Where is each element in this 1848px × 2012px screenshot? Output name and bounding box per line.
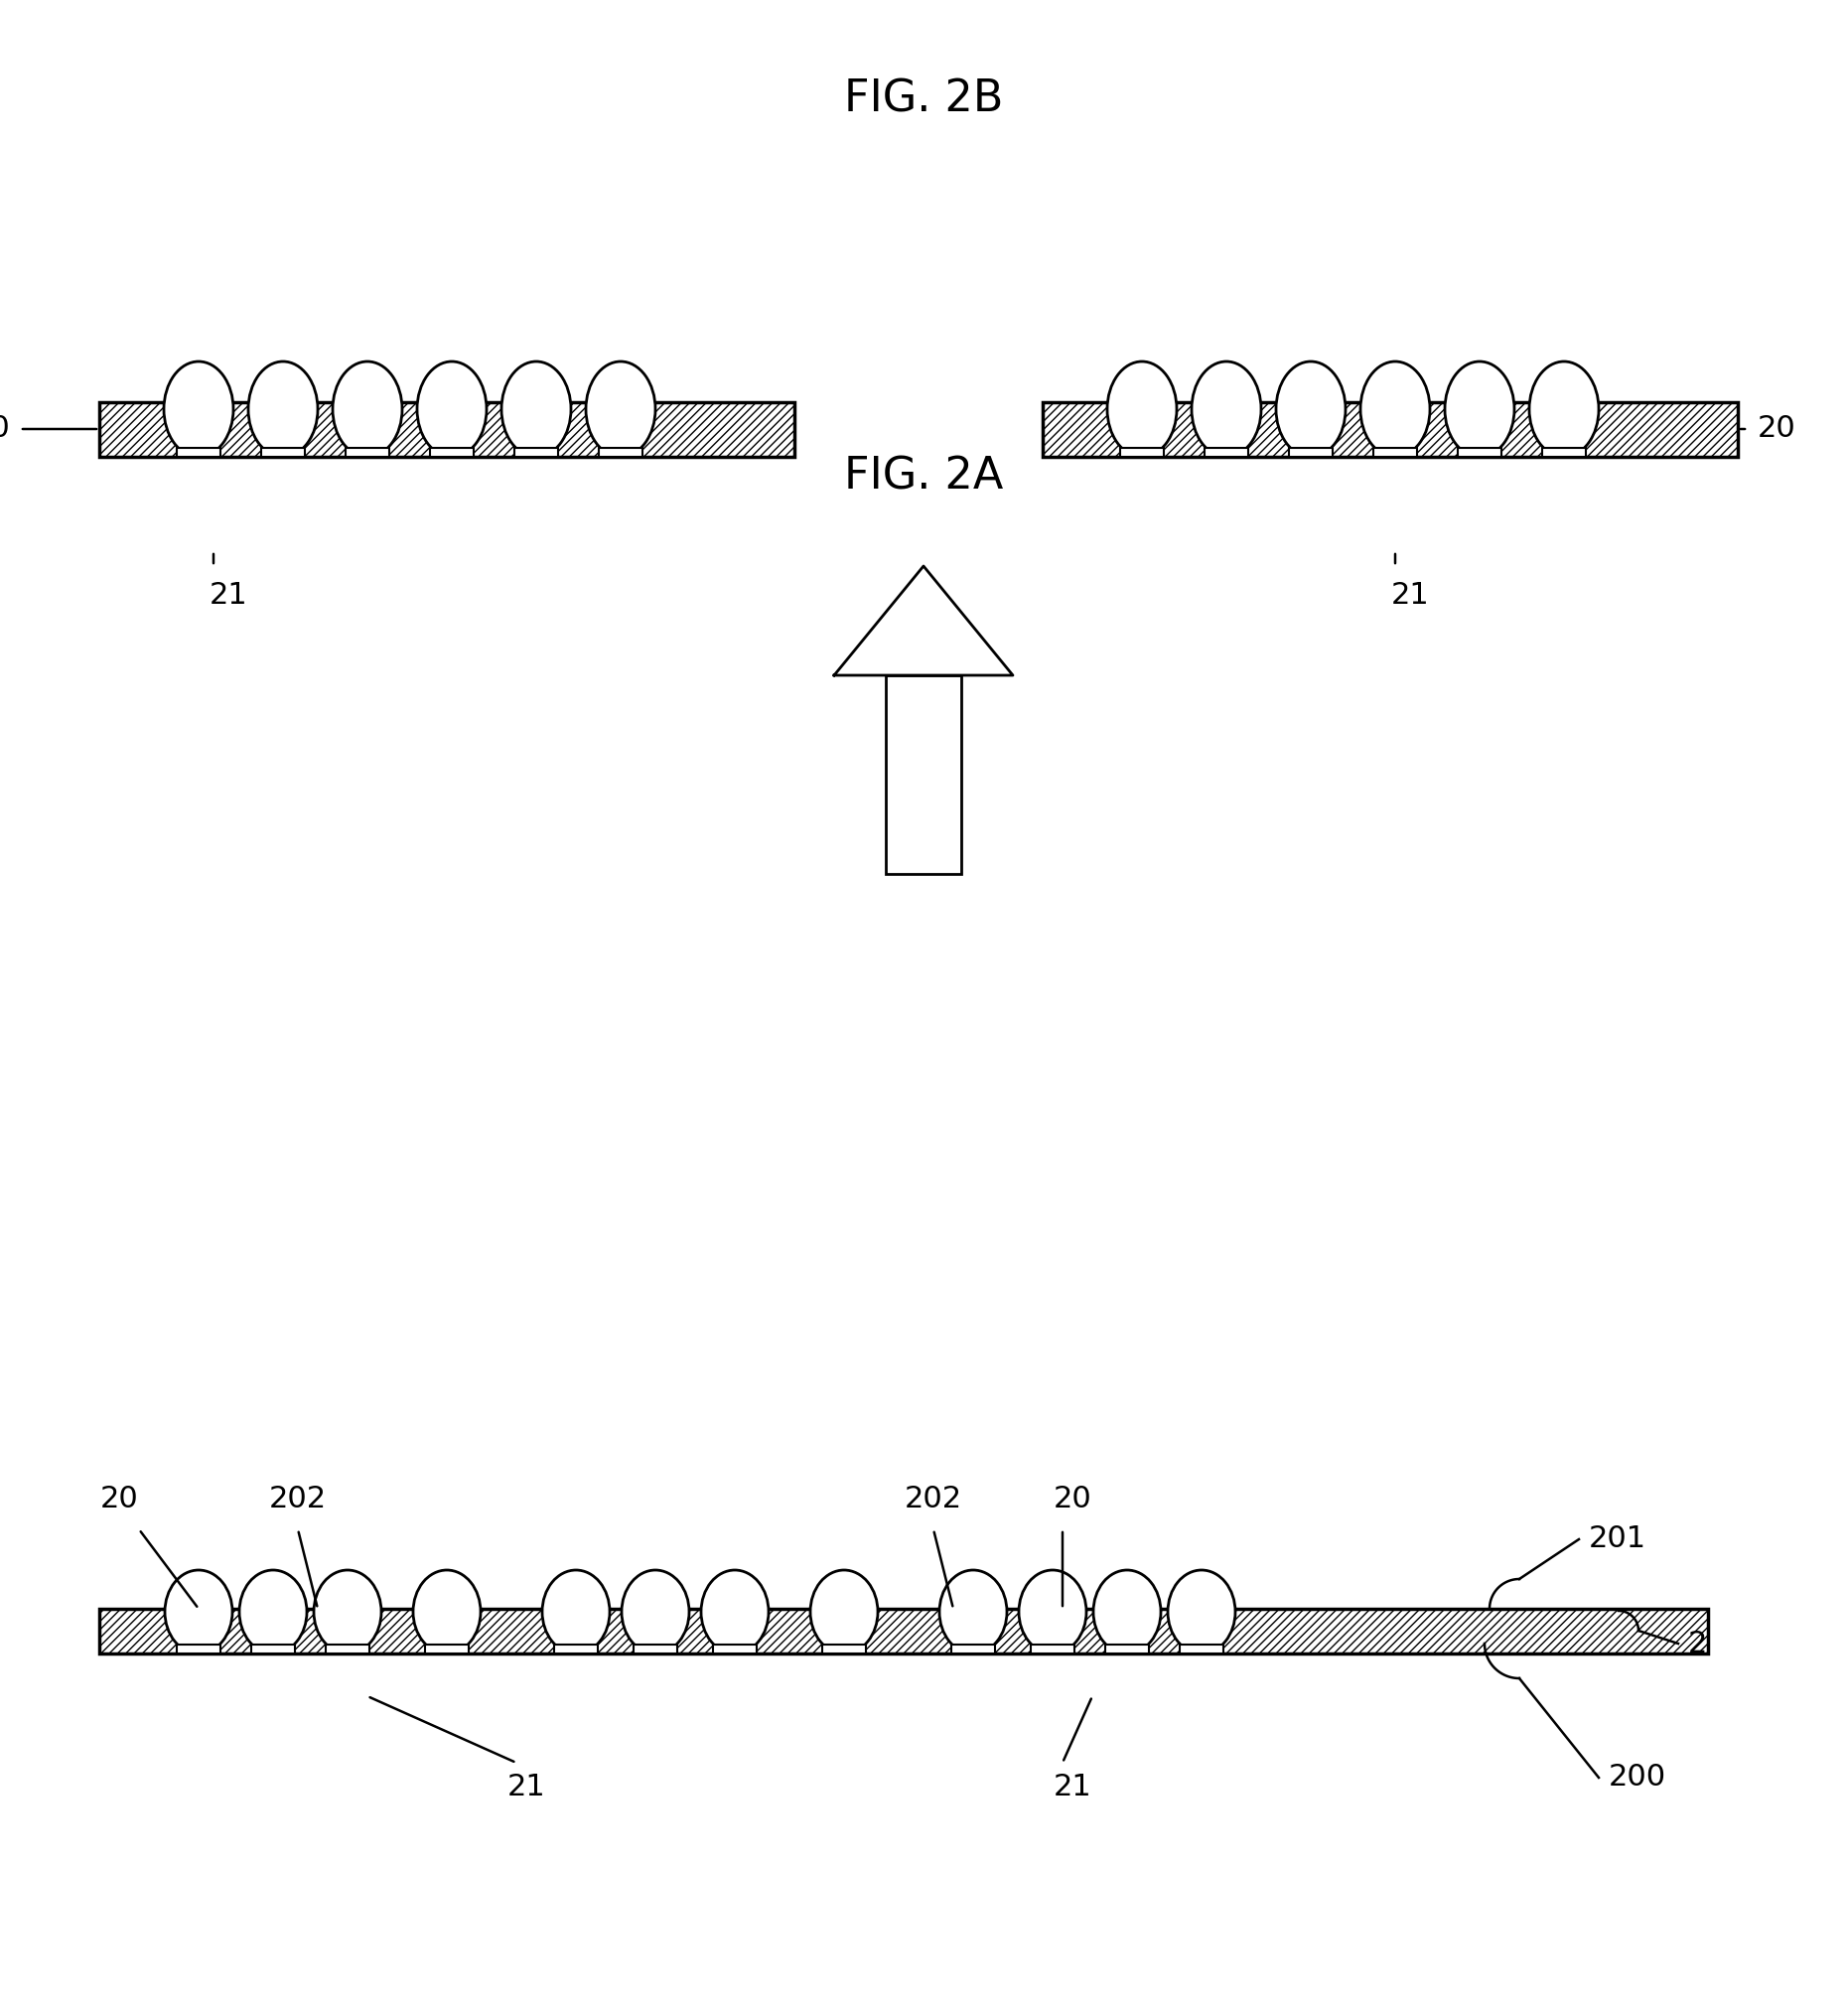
Ellipse shape <box>700 1569 769 1654</box>
Ellipse shape <box>1275 362 1345 457</box>
Ellipse shape <box>1360 362 1430 457</box>
Bar <box>1031 1644 1074 1654</box>
Ellipse shape <box>164 1569 233 1654</box>
Text: 21: 21 <box>209 581 248 610</box>
Ellipse shape <box>1107 362 1177 457</box>
Bar <box>1205 449 1247 457</box>
Ellipse shape <box>501 362 571 457</box>
Ellipse shape <box>248 362 318 457</box>
Text: 21: 21 <box>506 1773 545 1803</box>
Text: 2: 2 <box>1687 1630 1708 1658</box>
Bar <box>634 1644 676 1654</box>
Text: 202: 202 <box>270 1485 327 1513</box>
Bar <box>1042 402 1737 457</box>
Text: 21: 21 <box>1053 1773 1092 1803</box>
Ellipse shape <box>418 362 486 457</box>
Bar <box>1288 449 1332 457</box>
Text: 21: 21 <box>1392 581 1429 610</box>
Bar <box>1541 449 1586 457</box>
Bar <box>431 449 473 457</box>
Bar <box>177 449 220 457</box>
Ellipse shape <box>240 1569 307 1654</box>
Text: 200: 200 <box>1608 1763 1667 1793</box>
Ellipse shape <box>164 362 233 457</box>
Ellipse shape <box>939 1569 1007 1654</box>
Text: 20: 20 <box>1053 1485 1092 1513</box>
Bar <box>325 1644 370 1654</box>
Ellipse shape <box>1168 1569 1234 1654</box>
Bar <box>100 402 795 457</box>
Ellipse shape <box>314 1569 381 1654</box>
Ellipse shape <box>1192 362 1260 457</box>
Text: FIG. 2B: FIG. 2B <box>845 78 1003 121</box>
Bar <box>952 1644 994 1654</box>
Ellipse shape <box>1094 1569 1161 1654</box>
Ellipse shape <box>541 1569 610 1654</box>
Text: 20: 20 <box>100 1485 139 1513</box>
Bar <box>599 449 643 457</box>
Bar <box>514 449 558 457</box>
Ellipse shape <box>621 1569 689 1654</box>
Bar <box>100 1610 1708 1654</box>
Bar <box>100 402 795 457</box>
Bar <box>554 1644 597 1654</box>
Text: 20: 20 <box>1757 414 1796 443</box>
Text: 20: 20 <box>0 414 9 443</box>
Text: 201: 201 <box>1589 1525 1647 1553</box>
Bar <box>822 1644 867 1654</box>
Bar <box>1179 1644 1223 1654</box>
Bar <box>713 1644 756 1654</box>
Bar <box>100 1610 1708 1654</box>
Bar <box>1120 449 1164 457</box>
Bar <box>261 449 305 457</box>
Bar <box>1105 1644 1149 1654</box>
Polygon shape <box>833 565 1013 676</box>
Bar <box>1042 402 1737 457</box>
Ellipse shape <box>1018 1569 1087 1654</box>
Bar <box>251 1644 296 1654</box>
Ellipse shape <box>1530 362 1599 457</box>
Ellipse shape <box>809 1569 878 1654</box>
Bar <box>885 676 961 873</box>
Bar <box>1373 449 1417 457</box>
Ellipse shape <box>1445 362 1514 457</box>
Bar <box>177 1644 220 1654</box>
Bar <box>1458 449 1501 457</box>
Ellipse shape <box>333 362 403 457</box>
Ellipse shape <box>586 362 656 457</box>
Bar <box>346 449 390 457</box>
Ellipse shape <box>414 1569 480 1654</box>
Text: 202: 202 <box>904 1485 963 1513</box>
Bar <box>425 1644 469 1654</box>
Text: FIG. 2A: FIG. 2A <box>845 455 1003 499</box>
